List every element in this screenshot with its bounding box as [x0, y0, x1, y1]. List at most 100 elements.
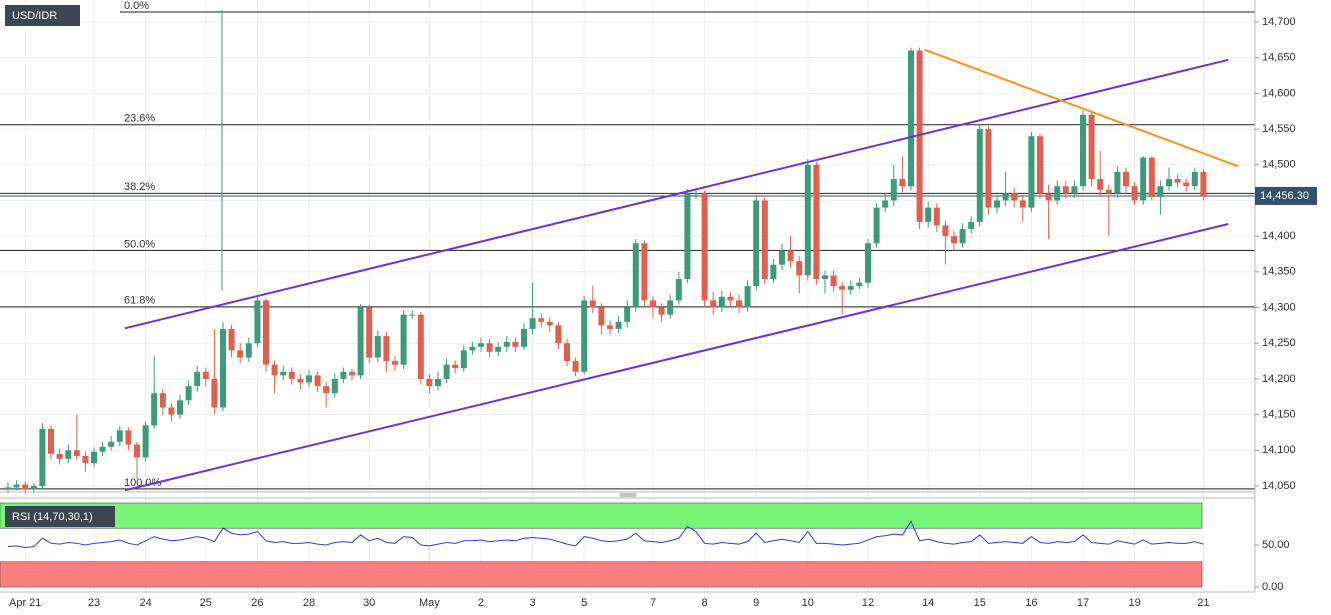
- candle-body: [1080, 114, 1086, 187]
- candle-body: [125, 430, 132, 445]
- rsi-line: [7, 520, 1204, 549]
- last-price-box: [1255, 186, 1317, 205]
- rsi-label: RSI (14,70,30,1): [12, 511, 93, 523]
- candle-body: [1088, 114, 1095, 180]
- candle-body: [701, 193, 708, 301]
- candle-body: [82, 456, 89, 464]
- candle-body: [159, 393, 166, 408]
- candle-body: [1148, 157, 1155, 197]
- candle-body: [495, 346, 502, 352]
- candle-body: [288, 371, 295, 379]
- candle-body: [443, 364, 450, 379]
- candle-body: [220, 328, 226, 408]
- candle-body: [435, 378, 441, 387]
- candle-body: [658, 307, 665, 315]
- candle-body: [1028, 136, 1035, 208]
- x-tick-label: 5: [581, 597, 587, 609]
- candle-body: [48, 428, 54, 454]
- fib-label: 50.0%: [124, 238, 155, 250]
- candle-body: [512, 341, 519, 347]
- x-tick-label: 12: [862, 597, 874, 609]
- candle-body: [933, 207, 940, 226]
- y-tick-label: 14,500: [1262, 159, 1296, 171]
- y-tick-label: 14,050: [1262, 480, 1296, 492]
- candle-body: [572, 361, 579, 372]
- candle-body: [357, 307, 364, 376]
- x-tick-label: 30: [363, 597, 375, 609]
- candle-body: [624, 307, 631, 322]
- symbol-box[interactable]: [5, 5, 80, 26]
- x-tick-label: 21: [1197, 597, 1209, 609]
- candle-body: [5, 487, 11, 490]
- candle-body: [951, 236, 957, 244]
- candle-body: [710, 300, 717, 308]
- x-tick-label: 23: [88, 597, 100, 609]
- y-tick-label: 14,200: [1262, 373, 1296, 385]
- candle-body: [177, 400, 183, 415]
- candle-body: [91, 451, 97, 464]
- candle-body: [882, 200, 889, 208]
- candle-body: [1062, 186, 1069, 194]
- candle-body: [417, 314, 424, 379]
- fib-label: 23.6%: [124, 113, 155, 125]
- candle-body: [228, 328, 235, 351]
- rsi-oversold-band: [0, 561, 1203, 588]
- candle-body: [650, 300, 656, 308]
- candle-body: [779, 250, 785, 265]
- x-tick-label: May: [419, 597, 440, 609]
- candle-body: [976, 129, 983, 222]
- candle-body: [830, 275, 837, 287]
- y-tick-label: 14,650: [1262, 52, 1296, 64]
- candle-body: [1045, 193, 1052, 201]
- x-tick-label: 17: [1077, 597, 1089, 609]
- candle-body: [297, 378, 304, 383]
- candle-body: [667, 300, 674, 315]
- candle-body: [237, 350, 244, 358]
- candle-body: [589, 300, 596, 308]
- candle-body: [211, 378, 218, 408]
- plot: 0.0% 23.6% 38.2% 50.0% 61.8% 100.0%: [0, 0, 1255, 494]
- candle-body: [1140, 157, 1147, 201]
- candle-body: [813, 164, 820, 279]
- rsi-label-box[interactable]: [5, 506, 115, 527]
- grid: [0, 0, 1255, 592]
- candle-body: [684, 193, 691, 279]
- candle-body: [108, 441, 115, 447]
- symbol: USD/IDR: [12, 10, 57, 22]
- candle-body: [641, 243, 648, 301]
- candle-body: [718, 296, 725, 308]
- candle-body: [30, 486, 37, 490]
- candle-body: [452, 364, 459, 369]
- fib-label: 61.8%: [124, 295, 155, 307]
- candle-body: [761, 200, 768, 279]
- y-tick-label: 14,550: [1262, 123, 1296, 135]
- candle-body: [1071, 186, 1078, 194]
- candle-body: [460, 350, 467, 369]
- candle-body: [73, 450, 80, 457]
- candle-body: [331, 378, 338, 394]
- candle-body: [314, 375, 321, 387]
- y-tick-label: 14,300: [1262, 301, 1296, 313]
- candle-body: [306, 375, 312, 383]
- candle-body: [39, 428, 46, 487]
- candle-body: [383, 336, 390, 362]
- x-tick-label: 9: [753, 597, 759, 609]
- candle-body: [168, 407, 175, 415]
- fib-label: 0.0%: [124, 0, 149, 12]
- trend-line: [124, 58, 1229, 330]
- candle-body: [968, 221, 975, 230]
- candle-body: [245, 343, 252, 358]
- rsi-tick-label: 50.00: [1262, 539, 1290, 551]
- x-tick-label: 8: [702, 597, 708, 609]
- candle-body: [598, 307, 605, 326]
- rsi-tick-label: 0.00: [1262, 581, 1283, 593]
- x-tick-label: 3: [530, 597, 536, 609]
- x-tick-label: 14: [922, 597, 934, 609]
- candle-body: [1097, 179, 1104, 190]
- x-tick-label: 16: [1025, 597, 1037, 609]
- candle-body: [134, 444, 140, 458]
- candle-body: [409, 314, 416, 316]
- candle-body: [1011, 193, 1018, 201]
- candle-body: [374, 336, 381, 358]
- candle-body: [521, 328, 527, 347]
